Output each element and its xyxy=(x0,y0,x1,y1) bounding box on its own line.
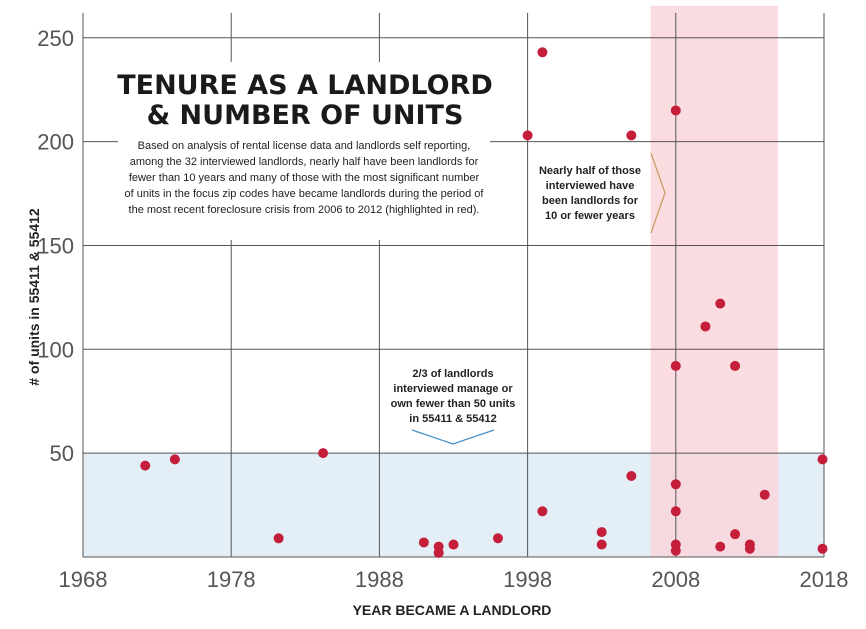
x-tick-label: 1978 xyxy=(207,567,256,592)
data-point xyxy=(670,479,681,490)
data-point xyxy=(318,448,329,459)
annotation-tenure-line-3: been landlords for xyxy=(542,195,639,207)
data-point xyxy=(492,533,503,544)
annotation-units-bracket xyxy=(411,429,495,445)
annotation-units-background xyxy=(382,361,524,429)
annotation-units-line-3-a: own xyxy=(391,398,416,410)
data-point xyxy=(169,454,180,465)
data-point xyxy=(537,47,548,58)
data-point xyxy=(700,321,711,332)
data-point xyxy=(273,533,284,544)
title-block: TENURE AS A LANDLORD & NUMBER OF UNITS B… xyxy=(117,62,493,240)
description-line-2: among the 32 interviewed landlords, near… xyxy=(130,156,479,168)
data-point xyxy=(448,539,459,550)
data-point xyxy=(670,506,681,517)
y-tick-label: 150 xyxy=(37,233,74,258)
data-point xyxy=(537,506,548,517)
data-point xyxy=(596,539,607,550)
description-line-5: the most recent foreclosure crisis from … xyxy=(129,204,480,216)
data-point xyxy=(744,543,755,554)
data-point xyxy=(759,489,770,500)
x-axis-title: YEAR BECAME A LANDLORD xyxy=(353,602,552,618)
annotation-units-line-3: own fewer than 50 units xyxy=(391,398,516,410)
data-point xyxy=(433,547,444,558)
y-tick-label: 200 xyxy=(37,130,74,155)
annotation-tenure-line-1: Nearly half of those xyxy=(539,165,641,177)
data-point xyxy=(670,545,681,556)
description-line-4: of units in the focus zip codes have bec… xyxy=(125,188,485,200)
annotation-units-line-3-b: fewer than 50 units xyxy=(416,398,516,410)
annotation-tenure-line-4: 10 or fewer years xyxy=(545,210,635,222)
data-point xyxy=(596,527,607,538)
chart-title-line-1: TENURE AS A LANDLORD xyxy=(117,70,493,101)
data-point xyxy=(522,130,533,141)
data-point xyxy=(626,130,637,141)
foreclosure-period-highlight xyxy=(650,5,779,558)
annotation-units-line-2: interviewed manage or xyxy=(393,383,513,395)
data-points xyxy=(140,47,828,558)
y-tick-label: 100 xyxy=(37,337,74,362)
x-tick-label: 1988 xyxy=(355,567,404,592)
data-point xyxy=(140,460,151,471)
annotation-tenure-bracket xyxy=(650,152,666,234)
data-point xyxy=(715,298,726,309)
data-point xyxy=(730,529,741,540)
description-line-3: fewer than 10 years and many of those wi… xyxy=(129,172,480,184)
annotation-units-line-1: 2/3 of landlords xyxy=(412,368,493,380)
annotation-tenure-line-2: interviewed have xyxy=(546,180,635,192)
x-tick-label: 1968 xyxy=(59,567,108,592)
y-axis-title: # of units in 55411 & 55412 xyxy=(26,208,42,386)
description-line-1: Based on analysis of rental license data… xyxy=(138,140,471,152)
y-tick-label: 250 xyxy=(37,26,74,51)
data-point xyxy=(817,543,828,554)
data-point xyxy=(715,541,726,552)
y-tick-label: 50 xyxy=(50,441,74,466)
chart-title-line-2: & NUMBER OF UNITS xyxy=(147,100,464,131)
annotation-tenure: Nearly half of those interviewed have be… xyxy=(532,152,666,234)
x-tick-label: 2018 xyxy=(800,567,849,592)
x-tick-labels: 1968 1978 1988 1998 2008 2018 xyxy=(59,567,849,592)
x-tick-label: 1998 xyxy=(503,567,552,592)
data-point xyxy=(817,454,828,465)
data-point xyxy=(626,470,637,481)
y-tick-labels: 50 100 150 200 250 xyxy=(37,26,74,466)
data-point xyxy=(670,105,681,116)
annotation-units-line-4: in 55411 & 55412 xyxy=(409,413,496,425)
annotation-units: 2/3 of landlords interviewed manage or o… xyxy=(382,361,524,445)
title-background xyxy=(118,62,490,240)
data-point xyxy=(670,360,681,371)
x-tick-label: 2008 xyxy=(651,567,700,592)
annotation-tenure-background xyxy=(532,156,648,228)
data-point xyxy=(418,537,429,548)
data-point xyxy=(730,360,741,371)
